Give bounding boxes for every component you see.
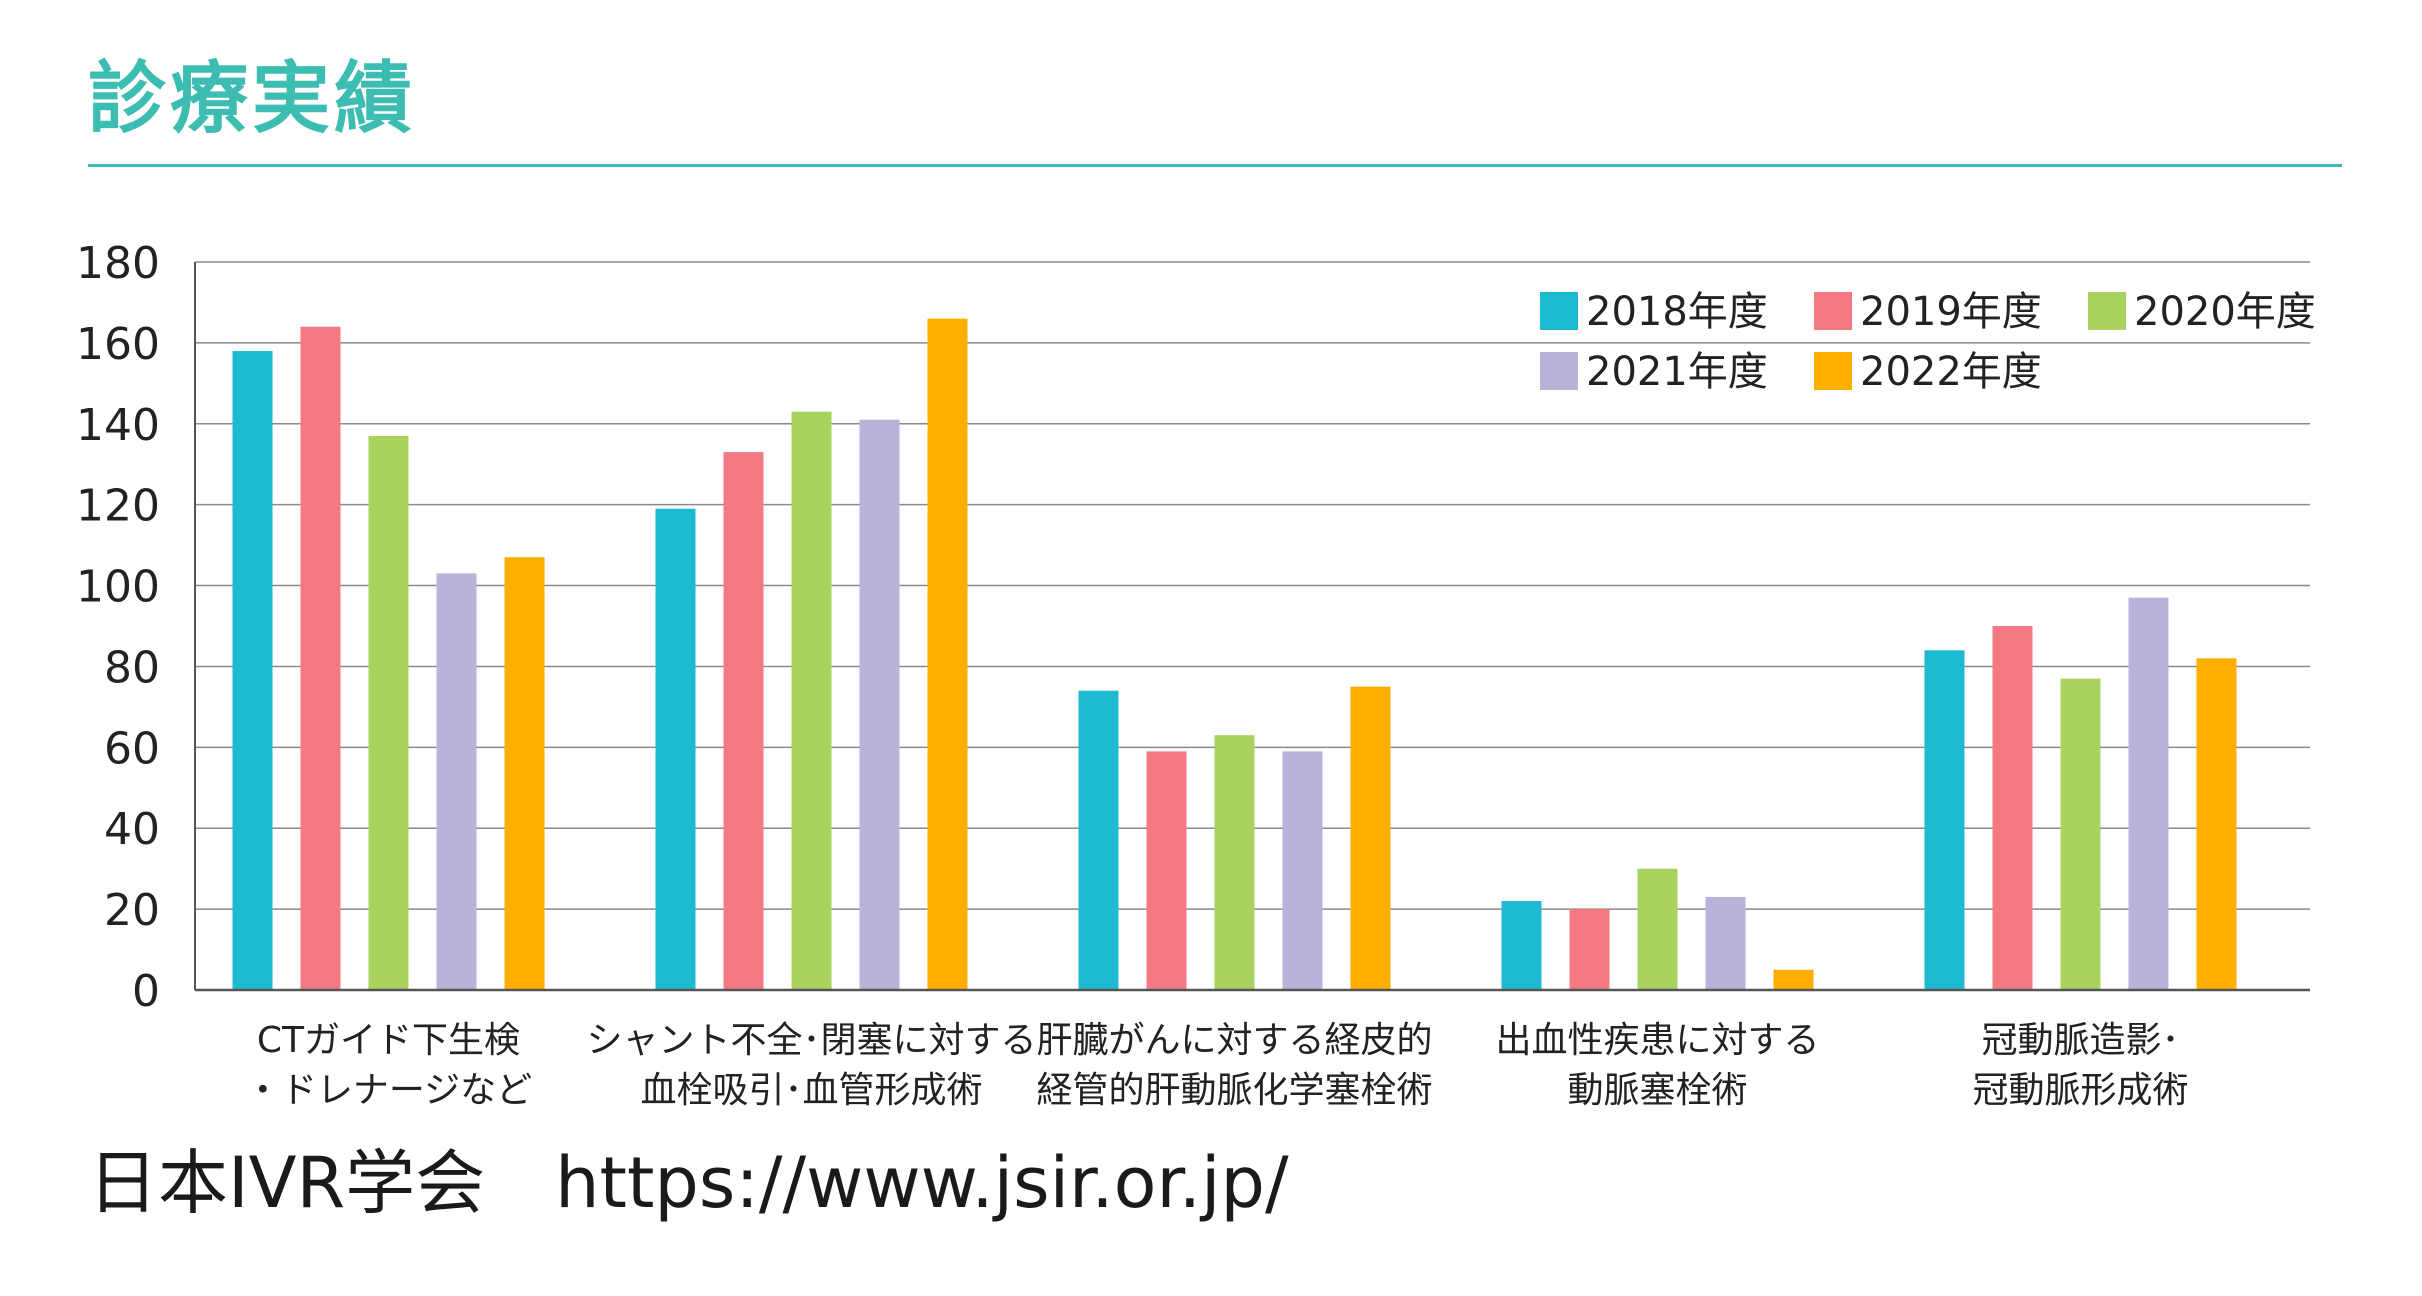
- bar-2021年度-3: [1705, 896, 1746, 990]
- x-category-label: CTガイド下生検: [257, 1020, 520, 1061]
- legend-label: 2018年度: [1586, 289, 1768, 335]
- bar-2022年度-0: [504, 557, 545, 990]
- legend-label: 2021年度: [1586, 349, 1768, 395]
- y-tick-label: 100: [76, 562, 160, 613]
- x-category-label: 経管的肝動脈化学塞栓術: [1036, 1070, 1432, 1111]
- y-tick-label: 20: [104, 885, 160, 936]
- y-tick-label: 140: [76, 400, 160, 451]
- x-category-label: シャント不全･閉塞に対する: [586, 1020, 1036, 1061]
- bar-2018年度-0: [232, 350, 273, 990]
- bar-2019年度-1: [723, 452, 764, 991]
- bar-2020年度-3: [1637, 868, 1678, 990]
- x-category-label: 動脈塞栓術: [1567, 1070, 1747, 1111]
- footer-credit: 日本IVR学会 https://www.jsir.or.jp/: [88, 1142, 1289, 1224]
- bar-2022年度-3: [1773, 969, 1814, 990]
- bar-2021年度-2: [1282, 751, 1323, 990]
- bar-2018年度-1: [655, 508, 696, 990]
- axis-layer: [194, 262, 2310, 992]
- bar-2021年度-0: [436, 573, 477, 990]
- bar-2018年度-4: [1924, 650, 1965, 990]
- bar-2019年度-3: [1569, 909, 1610, 990]
- legend-swatch-2021年度: [1540, 352, 1578, 390]
- y-tick-label: 180: [76, 238, 160, 289]
- y-tick-label: 0: [132, 966, 160, 1017]
- y-tick-label: 40: [104, 804, 160, 855]
- y-tick-label: 160: [76, 319, 160, 370]
- legend-label: 2022年度: [1860, 349, 2042, 395]
- legend-label: 2020年度: [2134, 289, 2316, 335]
- legend-label: 2019年度: [1860, 289, 2042, 335]
- bar-2019年度-0: [300, 326, 341, 990]
- bar-2018年度-3: [1501, 901, 1542, 990]
- bar-2021年度-1: [859, 419, 900, 990]
- legend-swatch-2022年度: [1814, 352, 1852, 390]
- y-tick-label: 60: [104, 723, 160, 774]
- page-title: 診療実績: [88, 54, 417, 144]
- legend-swatch-2020年度: [2088, 292, 2126, 330]
- x-category-label: 肝臓がんに対する経皮的: [1036, 1020, 1432, 1061]
- bar-2022年度-4: [2196, 658, 2237, 990]
- bar-2020年度-1: [791, 411, 832, 991]
- bars-layer: [232, 318, 2237, 991]
- bar-2021年度-4: [2128, 597, 2169, 990]
- x-category-label: 冠動脈形成術: [1972, 1070, 2188, 1111]
- y-tick-labels: 0 20 40 60 80 100 120 140 160 180: [76, 238, 160, 1017]
- bar-2020年度-2: [1214, 735, 1255, 990]
- x-category-label: 出血性疾患に対する: [1495, 1020, 1819, 1061]
- bar-2022年度-1: [927, 318, 968, 991]
- bar-2020年度-0: [368, 435, 409, 990]
- bar-2019年度-2: [1146, 751, 1187, 990]
- legend-swatch-2019年度: [1814, 292, 1852, 330]
- title-divider: [88, 164, 2342, 167]
- legend-swatch-2018年度: [1540, 292, 1578, 330]
- y-tick-label: 120: [76, 481, 160, 532]
- x-category-label: 冠動脈造影･: [1981, 1020, 2179, 1061]
- legend: 2018年度 2019年度 2020年度 2021年度 2022年度: [1540, 289, 2316, 395]
- y-tick-label: 80: [104, 642, 160, 693]
- bar-2019年度-4: [1992, 626, 2033, 990]
- bar-2018年度-2: [1078, 690, 1119, 990]
- bar-2020年度-4: [2060, 678, 2101, 990]
- x-category-label: ・ドレナージなど: [245, 1070, 532, 1111]
- x-category-label: 血栓吸引･血管形成術: [640, 1070, 982, 1111]
- bar-2022年度-2: [1350, 686, 1391, 990]
